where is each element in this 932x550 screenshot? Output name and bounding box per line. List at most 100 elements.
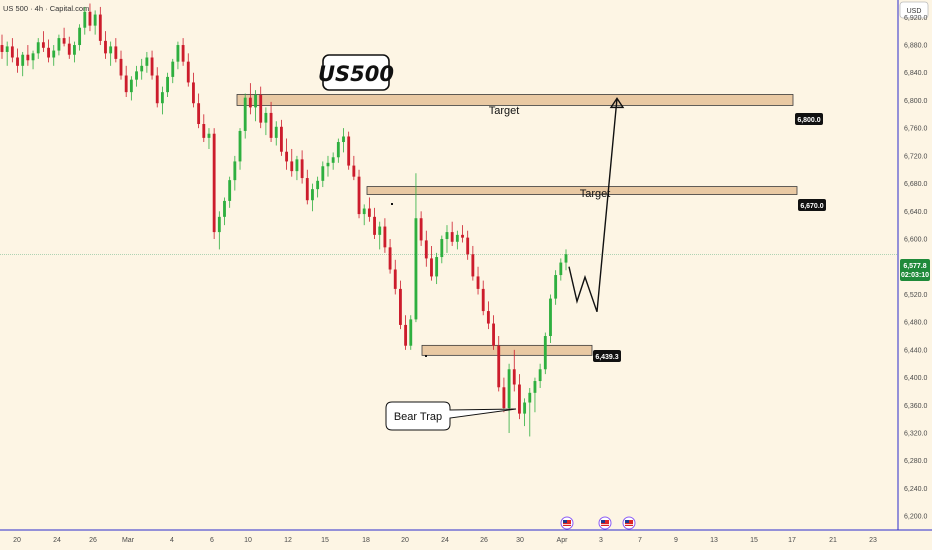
candle-up	[36, 42, 40, 54]
candle-down	[119, 58, 123, 76]
bear-trap-callout	[385, 401, 517, 431]
candle-down	[305, 178, 309, 201]
x-tick-label: 7	[638, 537, 642, 544]
candle-up	[316, 180, 320, 190]
candle-up	[176, 45, 180, 62]
candle-up	[378, 226, 382, 235]
y-tick-label: 6,520.0	[904, 292, 927, 299]
candle-down	[424, 240, 428, 259]
candle-up	[52, 50, 56, 58]
candle-up	[31, 53, 35, 61]
candle-down	[352, 165, 356, 177]
current-price-badge	[900, 259, 930, 281]
x-tick-label: 3	[599, 537, 603, 544]
y-tick-label: 6,480.0	[904, 320, 927, 327]
y-tick-label: 6,920.0	[904, 15, 927, 22]
candle-down	[197, 103, 201, 125]
candle-down	[461, 234, 464, 238]
candle-up	[145, 57, 149, 66]
candle-down	[285, 151, 289, 162]
candle-up	[414, 218, 418, 320]
candle-down	[212, 133, 216, 233]
candle-up	[171, 61, 175, 77]
candle-up	[295, 159, 299, 172]
candle-down	[26, 54, 30, 61]
candle-down	[419, 218, 423, 241]
candle-up	[549, 298, 552, 337]
candle-down	[300, 159, 304, 179]
candle-up	[523, 402, 527, 414]
candle-up	[83, 11, 87, 28]
badge-6800: 6,800.0	[797, 117, 820, 124]
candlestick-series	[0, 3, 568, 437]
x-tick-label: 4	[170, 537, 174, 544]
candle-up	[409, 319, 413, 346]
currency-box[interactable]	[899, 1, 929, 19]
currency-label: USD	[907, 8, 922, 15]
y-tick-label: 6,760.0	[904, 126, 927, 133]
candle-up	[507, 369, 511, 409]
current-price-value: 6,577.8	[903, 263, 926, 270]
us-event-flag-1[interactable]	[560, 516, 574, 530]
candle-up	[109, 46, 113, 54]
candle-down	[88, 11, 92, 26]
candle-down	[367, 208, 371, 217]
us-event-flag-3[interactable]	[622, 516, 636, 530]
x-tick-label: 20	[13, 537, 21, 544]
candle-up	[135, 71, 138, 80]
candle-down	[124, 75, 128, 93]
y-tick-label: 6,360.0	[904, 403, 927, 410]
candle-down	[466, 237, 470, 255]
x-tick-label: 24	[53, 537, 61, 544]
candle-down	[347, 136, 351, 166]
candle-down	[393, 269, 397, 289]
candle-up	[140, 65, 144, 72]
y-tick-label: 6,800.0	[904, 98, 927, 105]
badge-6670-bg	[798, 199, 826, 211]
candle-up	[321, 166, 325, 181]
y-tick-label: 6,600.0	[904, 237, 927, 244]
target-zone-upper[interactable]	[236, 94, 794, 106]
y-tick-label: 6,320.0	[904, 431, 927, 438]
level-marker-6439	[425, 355, 427, 357]
candle-down	[486, 311, 490, 324]
candle-down	[16, 57, 19, 66]
candle-down	[104, 40, 107, 54]
badge-6670: 6,670.0	[800, 203, 823, 210]
candle-down	[98, 14, 102, 41]
x-tick-label: 26	[89, 537, 97, 544]
candle-down	[47, 47, 50, 58]
candle-up	[564, 254, 568, 263]
candle-down	[67, 43, 71, 55]
candle-down	[430, 258, 433, 277]
projection-path	[568, 98, 618, 313]
candle-down	[404, 324, 408, 346]
candle-down	[476, 276, 480, 289]
candle-up	[331, 157, 335, 163]
us-event-flag-2[interactable]	[598, 516, 612, 530]
candle-down	[186, 61, 190, 83]
badge-6439-bg	[593, 350, 621, 362]
candle-down	[248, 97, 252, 108]
candle-down	[502, 387, 506, 409]
candle-up	[243, 97, 247, 131]
support-zone[interactable]	[421, 344, 593, 356]
candle-down	[388, 247, 392, 270]
candle-down	[398, 288, 402, 325]
candle-down	[373, 216, 376, 235]
candle-up	[217, 216, 221, 233]
candle-down	[114, 46, 118, 59]
candle-up	[238, 130, 242, 162]
candle-up	[228, 180, 232, 201]
candle-up	[21, 54, 25, 66]
candle-up	[554, 275, 558, 299]
candle-down	[192, 82, 195, 104]
y-tick-label: 6,720.0	[904, 153, 927, 160]
candle-up	[78, 27, 82, 46]
candle-up	[445, 232, 449, 240]
y-tick-label: 6,680.0	[904, 181, 927, 188]
target-zone-lower[interactable]	[366, 186, 798, 195]
candle-up	[166, 76, 170, 93]
x-tick-label: 26	[480, 537, 488, 544]
